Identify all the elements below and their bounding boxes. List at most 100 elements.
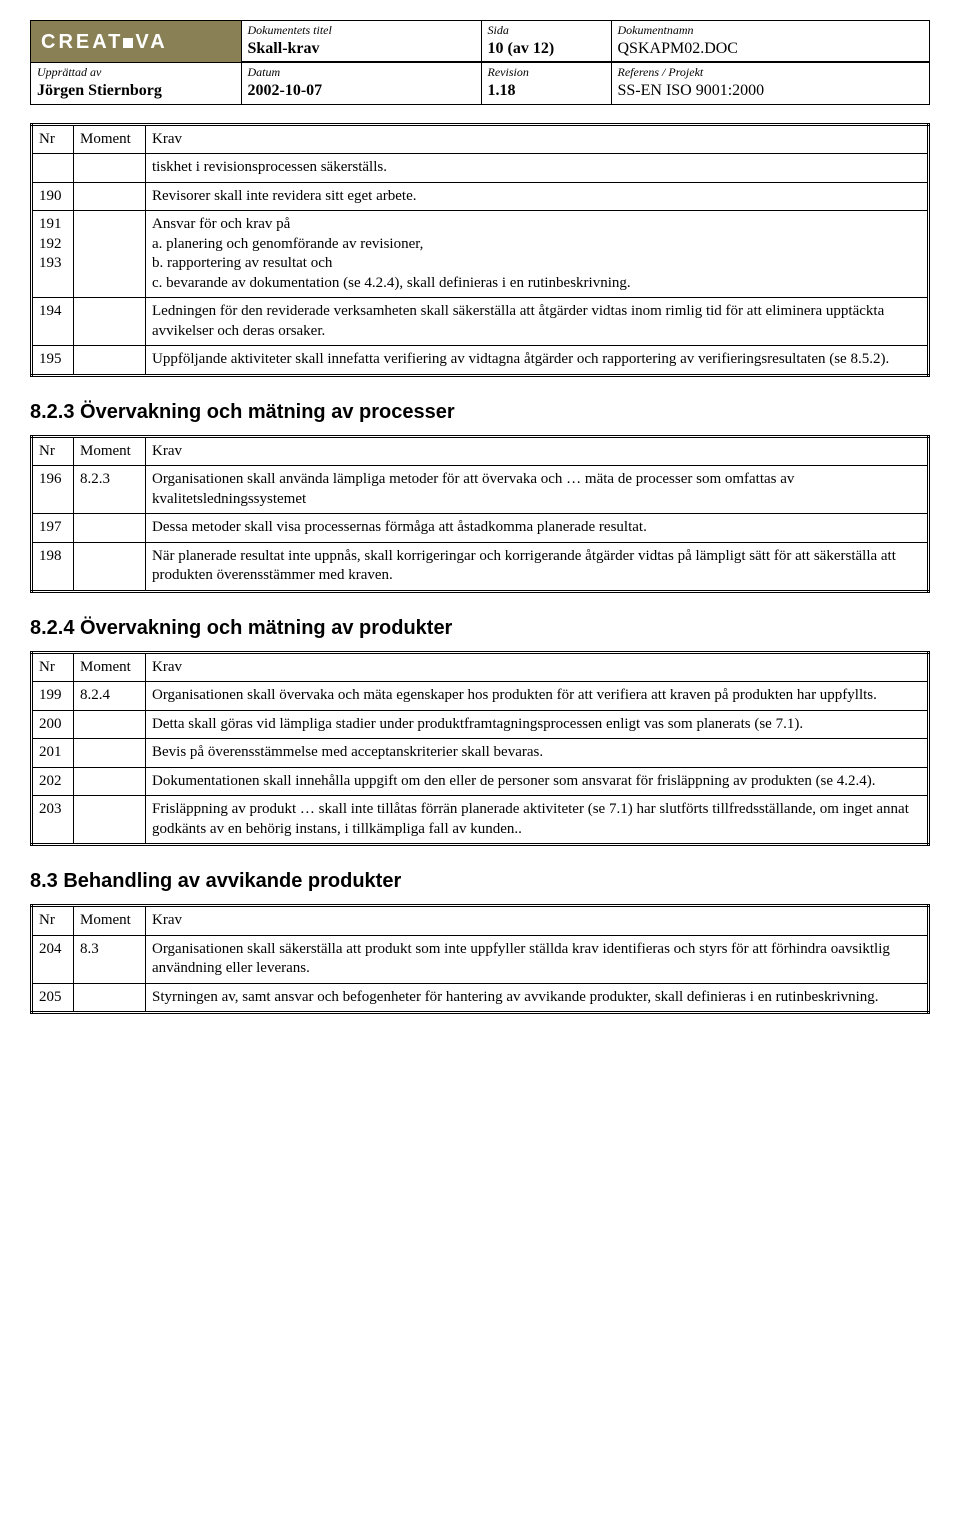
cell-moment	[74, 346, 146, 376]
cell-moment	[74, 514, 146, 543]
table-row: 191 192 193 Ansvar för och krav på a. pla…	[32, 211, 929, 298]
header-docname-label: Dokumentnamn	[618, 23, 924, 39]
table1-body: tiskhet i revisionsprocessen säkerställs…	[32, 154, 929, 376]
cell-nr: 199	[32, 682, 74, 711]
cell-krav: Dessa metoder skall visa processernas fö…	[146, 514, 929, 543]
cell-moment: 8.3	[74, 935, 146, 983]
cell-moment: 8.2.3	[74, 466, 146, 514]
cell-moment	[74, 767, 146, 796]
col-header-moment: Moment	[74, 124, 146, 154]
table2-body: 1968.2.3Organisationen skall använda läm…	[32, 466, 929, 592]
header-author-value: Jörgen Stiernborg	[37, 81, 235, 102]
header-revision-value: 1.18	[488, 81, 605, 102]
cell-nr: 196	[32, 466, 74, 514]
cell-moment	[74, 542, 146, 591]
cell-krav: Organisationen skall säkerställa att pro…	[146, 935, 929, 983]
table-row: 201 Bevis på överensstämmelse med accepta…	[32, 739, 929, 768]
cell-moment	[74, 796, 146, 845]
cell-moment	[74, 983, 146, 1013]
table-row: 198 När planerade resultat inte uppnås, s…	[32, 542, 929, 591]
cell-nr: 204	[32, 935, 74, 983]
cell-krav: Revisorer skall inte revidera sitt eget …	[146, 182, 929, 211]
cell-nr: 200	[32, 710, 74, 739]
document-header: CREAT VA Dokumentets titel Skall-krav Sid…	[30, 20, 930, 105]
header-reference-label: Referens / Projekt	[618, 65, 924, 81]
table-row: 205 Styrningen av, samt ansvar och befoge…	[32, 983, 929, 1013]
cell-nr: 201	[32, 739, 74, 768]
table-row: 1968.2.3Organisationen skall använda läm…	[32, 466, 929, 514]
col-header-krav: Krav	[146, 652, 929, 682]
section-heading-83: 8.3 Behandling av avvikande produkter	[30, 868, 930, 894]
cell-krav: Organisationen skall använda lämpliga me…	[146, 466, 929, 514]
cell-nr: 197	[32, 514, 74, 543]
cell-krav: Bevis på överensstämmelse med acceptansk…	[146, 739, 929, 768]
cell-krav: Detta skall göras vid lämpliga stadier u…	[146, 710, 929, 739]
requirements-table-4: Nr Moment Krav 2048.3Organisationen skal…	[30, 904, 930, 1014]
table-row: 197 Dessa metoder skall visa processernas…	[32, 514, 929, 543]
cell-krav: Uppföljande aktiviteter skall innefatta …	[146, 346, 929, 376]
table-row: 194 Ledningen för den reviderade verksamh…	[32, 298, 929, 346]
table-row: 2048.3Organisationen skall säkerställa a…	[32, 935, 929, 983]
header-title-label: Dokumentets titel	[248, 23, 475, 39]
logo-text-right: VA	[135, 31, 167, 53]
header-page-value: 10 (av 12)	[488, 39, 605, 60]
cell-moment	[74, 710, 146, 739]
cell-krav: Styrningen av, samt ansvar och befogenhe…	[146, 983, 929, 1013]
table4-body: 2048.3Organisationen skall säkerställa a…	[32, 935, 929, 1013]
header-revision-label: Revision	[488, 65, 605, 81]
col-header-krav: Krav	[146, 436, 929, 466]
logo-square-icon	[123, 38, 133, 48]
cell-nr: 190	[32, 182, 74, 211]
col-header-krav: Krav	[146, 124, 929, 154]
header-date-value: 2002-10-07	[248, 81, 475, 102]
col-header-krav: Krav	[146, 906, 929, 936]
cell-moment	[74, 182, 146, 211]
col-header-moment: Moment	[74, 436, 146, 466]
cell-moment	[74, 211, 146, 298]
cell-moment: 8.2.4	[74, 682, 146, 711]
table-row: 202 Dokumentationen skall innehålla uppgi…	[32, 767, 929, 796]
table-row: tiskhet i revisionsprocessen säkerställs…	[32, 154, 929, 183]
table-row: 190 Revisorer skall inte revidera sitt eg…	[32, 182, 929, 211]
col-header-nr: Nr	[32, 436, 74, 466]
cell-nr: 194	[32, 298, 74, 346]
cell-krav: tiskhet i revisionsprocessen säkerställs…	[146, 154, 929, 183]
cell-moment	[74, 298, 146, 346]
table3-body: 1998.2.4Organisationen skall övervaka oc…	[32, 682, 929, 845]
header-docname-value: QSKAPM02.DOC	[618, 39, 924, 60]
col-header-moment: Moment	[74, 652, 146, 682]
cell-nr: 195	[32, 346, 74, 376]
cell-krav: Frisläppning av produkt … skall inte til…	[146, 796, 929, 845]
cell-krav: Organisationen skall övervaka och mäta e…	[146, 682, 929, 711]
cell-krav: Dokumentationen skall innehålla uppgift …	[146, 767, 929, 796]
section-heading-823: 8.2.3 Övervakning och mätning av process…	[30, 399, 930, 425]
col-header-nr: Nr	[32, 652, 74, 682]
col-header-moment: Moment	[74, 906, 146, 936]
cell-nr: 202	[32, 767, 74, 796]
col-header-nr: Nr	[32, 906, 74, 936]
header-title-value: Skall-krav	[248, 39, 475, 60]
cell-moment	[74, 739, 146, 768]
requirements-table-1: Nr Moment Krav tiskhet i revisionsproces…	[30, 123, 930, 377]
cell-krav: När planerade resultat inte uppnås, skal…	[146, 542, 929, 591]
cell-nr: 198	[32, 542, 74, 591]
logo: CREAT VA	[31, 21, 241, 62]
requirements-table-2: Nr Moment Krav 1968.2.3Organisationen sk…	[30, 435, 930, 593]
header-page-label: Sida	[488, 23, 605, 39]
requirements-table-3: Nr Moment Krav 1998.2.4Organisationen sk…	[30, 651, 930, 847]
cell-nr	[32, 154, 74, 183]
table-row: 195 Uppföljande aktiviteter skall innefat…	[32, 346, 929, 376]
cell-krav: Ledningen för den reviderade verksamhete…	[146, 298, 929, 346]
col-header-nr: Nr	[32, 124, 74, 154]
table-row: 200 Detta skall göras vid lämpliga stadie…	[32, 710, 929, 739]
section-heading-824: 8.2.4 Övervakning och mätning av produkt…	[30, 615, 930, 641]
table-row: 1998.2.4Organisationen skall övervaka oc…	[32, 682, 929, 711]
cell-nr: 191 192 193	[32, 211, 74, 298]
cell-moment	[74, 154, 146, 183]
logo-text-left: CREAT	[41, 31, 123, 53]
header-author-label: Upprättad av	[37, 65, 235, 81]
cell-nr: 205	[32, 983, 74, 1013]
cell-krav: Ansvar för och krav på a. planering och …	[146, 211, 929, 298]
header-date-label: Datum	[248, 65, 475, 81]
header-reference-value: SS-EN ISO 9001:2000	[618, 81, 924, 102]
